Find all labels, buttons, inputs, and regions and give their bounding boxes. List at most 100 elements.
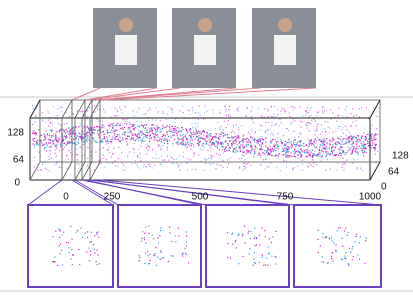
- event: [158, 126, 160, 129]
- event: [267, 150, 269, 152]
- event: [114, 129, 116, 131]
- event: [128, 126, 130, 129]
- event: [227, 159, 229, 161]
- event: [238, 136, 240, 138]
- event: [316, 123, 318, 125]
- event: [212, 163, 214, 165]
- event: [144, 262, 146, 264]
- event: [186, 129, 188, 132]
- event: [83, 141, 85, 143]
- event: [40, 140, 42, 142]
- event: [356, 167, 358, 169]
- event: [235, 141, 237, 143]
- event: [316, 128, 318, 130]
- event: [133, 151, 135, 153]
- event: [227, 243, 229, 245]
- event: [148, 146, 151, 148]
- event: [106, 143, 108, 145]
- event: [56, 144, 58, 146]
- event: [153, 139, 155, 141]
- event: [54, 138, 56, 140]
- event: [162, 126, 164, 128]
- event: [317, 229, 319, 231]
- event: [253, 154, 255, 156]
- event: [157, 136, 159, 138]
- event: [342, 115, 344, 117]
- event: [45, 137, 47, 139]
- event: [135, 134, 137, 136]
- event: [254, 152, 256, 154]
- event: [151, 137, 153, 139]
- event: [220, 134, 222, 136]
- event: [302, 151, 304, 153]
- event: [363, 152, 365, 154]
- event: [370, 134, 372, 137]
- event: [351, 143, 353, 145]
- event: [271, 255, 273, 257]
- event: [72, 143, 74, 145]
- event: [77, 154, 79, 156]
- event: [72, 113, 74, 115]
- event: [231, 145, 233, 147]
- event: [288, 148, 290, 150]
- event: [186, 146, 189, 148]
- event: [179, 134, 182, 136]
- event: [191, 143, 193, 145]
- event: [271, 124, 273, 126]
- event: [33, 132, 35, 134]
- event: [116, 111, 118, 113]
- event: [175, 158, 178, 160]
- event: [344, 143, 346, 145]
- event: [137, 125, 139, 127]
- event: [272, 154, 274, 157]
- event: [278, 145, 280, 147]
- event: [238, 147, 241, 149]
- event: [198, 112, 200, 114]
- event: [329, 144, 331, 146]
- event: [184, 146, 187, 148]
- event: [218, 138, 220, 140]
- event: [226, 134, 228, 136]
- event: [86, 251, 88, 253]
- event: [356, 139, 358, 141]
- event: [243, 140, 245, 142]
- event: [342, 245, 344, 247]
- event: [316, 140, 318, 142]
- event: [186, 138, 188, 140]
- event: [334, 155, 336, 157]
- event: [374, 150, 376, 152]
- event: [371, 133, 373, 135]
- event: [141, 113, 144, 115]
- event: [368, 133, 370, 136]
- event: [45, 128, 47, 130]
- event: [265, 137, 267, 139]
- event: [286, 147, 288, 149]
- event: [162, 134, 164, 136]
- event: [49, 142, 52, 144]
- event: [346, 129, 348, 131]
- event: [155, 107, 157, 109]
- event: [113, 125, 115, 127]
- event: [259, 164, 261, 166]
- event: [261, 149, 263, 151]
- event: [203, 169, 205, 171]
- event: [63, 130, 65, 132]
- event: [232, 151, 234, 153]
- event: [239, 166, 241, 168]
- event: [75, 126, 77, 128]
- event: [244, 116, 247, 118]
- event: [338, 107, 340, 110]
- event: [264, 108, 266, 110]
- event: [261, 256, 263, 258]
- event: [96, 233, 98, 235]
- event: [239, 167, 241, 169]
- event: [119, 140, 121, 142]
- event: [321, 155, 323, 157]
- event: [90, 127, 92, 129]
- event: [61, 234, 63, 236]
- event: [333, 242, 335, 244]
- event: [329, 139, 331, 141]
- event: [235, 139, 237, 141]
- event: [153, 133, 155, 135]
- event: [298, 157, 300, 159]
